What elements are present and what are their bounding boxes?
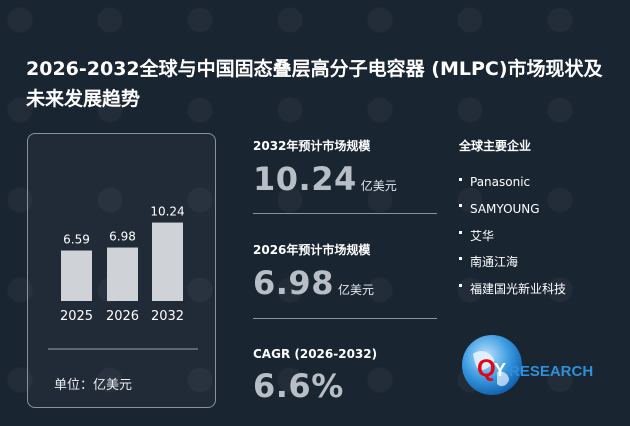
x-tick-label: 2025 [60, 309, 93, 324]
divider [253, 213, 437, 214]
list-item: 艾华 [459, 222, 624, 249]
company-name: 福建国光新业科技 [470, 281, 567, 296]
svg-text:Q: Q [477, 355, 496, 382]
globe-icon: Q Y RESEARCH [462, 335, 593, 395]
companies-heading: 全球主要企业 [459, 139, 532, 153]
stat-2026-unit: 亿美元 [337, 283, 374, 297]
bar-2032 [152, 222, 183, 301]
company-name: Panasonic [470, 175, 531, 190]
stat-2032-unit: 亿美元 [360, 179, 397, 193]
company-name: 南通江海 [470, 255, 519, 270]
bullet-icon [459, 177, 462, 181]
company-name: 艾华 [470, 228, 495, 243]
x-tick-label: 2032 [151, 309, 184, 324]
bar-value-label: 6.59 [63, 233, 90, 247]
qyresearch-logo: Q Y RESEARCH [459, 332, 619, 398]
stat-cagr-value: 6.6% [253, 367, 344, 405]
stat-2026: 2026年预计市场规模 6.98 亿美元 [253, 241, 437, 302]
stat-2032-value: 10.24 [253, 160, 357, 198]
stat-2032: 2032年预计市场规模 10.24 亿美元 [253, 137, 437, 198]
bullet-icon [459, 230, 462, 234]
x-tick-label: 2026 [106, 309, 139, 324]
stat-cagr: CAGR (2026-2032) 6.6% [253, 347, 437, 405]
list-item: SAMYOUNG [459, 196, 624, 223]
bar-value-label: 10.24 [150, 205, 184, 219]
bullet-icon [459, 257, 462, 261]
list-item: 福建国光新业科技 [459, 275, 624, 302]
list-item: Panasonic [459, 169, 624, 196]
stat-2026-value: 6.98 [253, 264, 334, 302]
page-title: 2026-2032全球与中国固态叠层高分子电容器 (MLPC)市场现状及未来发展… [26, 58, 603, 110]
bar-chart: 6.59 2025 6.98 2026 10.24 2032 [48, 205, 198, 350]
bar-chart-card: 6.59 2025 6.98 2026 10.24 2032 单位：亿美元 [27, 133, 216, 408]
divider [253, 318, 437, 319]
bar-2026 [107, 247, 138, 301]
bar-2025 [61, 250, 92, 301]
company-name: SAMYOUNG [470, 201, 540, 216]
svg-text:RESEARCH: RESEARCH [509, 363, 593, 380]
stat-2032-label: 2032年预计市场规模 [253, 139, 371, 153]
stat-2026-label: 2026年预计市场规模 [253, 243, 371, 257]
stat-cagr-label: CAGR (2026-2032) [253, 347, 378, 361]
bar-value-label: 6.98 [109, 230, 136, 244]
bullet-icon [459, 204, 462, 208]
svg-text:Y: Y [494, 360, 506, 380]
chart-unit-label: 单位：亿美元 [54, 378, 133, 393]
bullet-icon [459, 283, 462, 287]
list-item: 南通江海 [459, 249, 624, 276]
companies-list: 全球主要企业 Panasonic SAMYOUNG 艾华 南通江海 福建国光新业… [459, 137, 624, 302]
